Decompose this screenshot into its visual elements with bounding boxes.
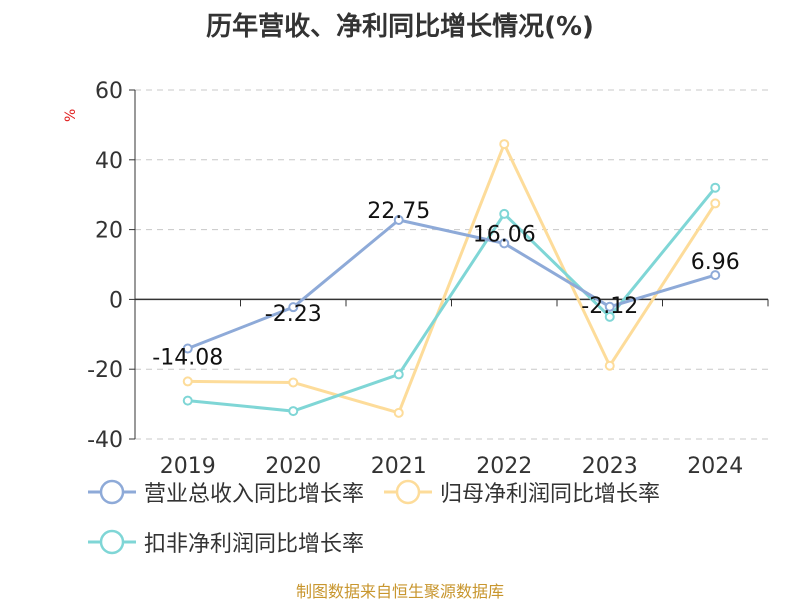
series-line — [187, 218, 716, 350]
data-point — [288, 302, 299, 313]
data-point — [604, 301, 615, 312]
data-point — [393, 407, 404, 418]
data-point — [710, 270, 721, 281]
data-label: 22.75 — [367, 199, 430, 224]
legend-marker-icon — [384, 479, 433, 505]
legend-marker-icon — [88, 529, 136, 555]
legend-label: 营业总收入同比增长率 — [144, 482, 365, 507]
series-layer — [182, 139, 721, 418]
legend-label: 归母净利润同比增长率 — [440, 482, 661, 507]
data-point — [182, 376, 193, 387]
series-line — [187, 142, 717, 415]
x-tick-label: 2024 — [687, 454, 743, 479]
legend-item[interactable]: 扣非净利润同比增长率 — [86, 524, 364, 560]
y-tick-label: 60 — [95, 79, 123, 104]
y-tick-label: 0 — [109, 288, 123, 313]
y-tick-label: -40 — [87, 428, 123, 453]
data-point — [393, 369, 404, 380]
y-tick-label: -20 — [87, 358, 123, 383]
y-tick-label: 40 — [95, 149, 123, 174]
x-tick-label: 2021 — [371, 454, 427, 479]
data-point — [393, 215, 404, 226]
x-tick-label: 2019 — [160, 454, 216, 479]
data-point — [710, 198, 721, 209]
data-point — [499, 208, 510, 219]
data-point — [182, 343, 193, 354]
axis-layer: 60 40 20 0 -20 -40 2019 2020 2021 2022 2023 2024 — [87, 79, 769, 479]
data-point — [182, 395, 193, 406]
data-point — [499, 139, 510, 150]
data-label: -2.23 — [265, 302, 322, 327]
data-point — [710, 182, 721, 193]
x-tick-label: 2022 — [476, 454, 532, 479]
data-point — [604, 360, 615, 371]
data-source-footer: 制图数据来自恒生聚源数据库 — [295, 582, 504, 601]
legend-item[interactable]: 归母净利润同比增长率 — [382, 474, 660, 510]
x-tick-label: 2020 — [265, 454, 321, 479]
legend-label: 扣非净利润同比增长率 — [144, 532, 365, 557]
grid-layer — [135, 89, 768, 440]
x-tick-label: 2023 — [582, 454, 638, 479]
legend-marker-icon — [88, 479, 136, 505]
data-label: 16.06 — [473, 222, 536, 247]
data-label: 6.96 — [691, 250, 740, 275]
data-point — [499, 238, 510, 249]
data-point — [288, 377, 299, 388]
series-line — [187, 186, 717, 413]
data-point — [604, 311, 615, 322]
data-label: -14.08 — [152, 346, 223, 371]
data-label-layer: -14.08 -2.23 22.75 16.06 -2.12 6.96 — [152, 199, 739, 371]
data-label: -2.12 — [581, 294, 638, 319]
chart-title: 历年营收、净利同比增长情况(%) — [206, 12, 594, 42]
legend-item[interactable]: 营业总收入同比增长率 — [86, 474, 364, 510]
data-point — [288, 406, 299, 417]
y-tick-label: 20 — [95, 219, 123, 244]
legend: 营业总收入同比增长率 归母净利润同比增长率扣非净利润同比增长率 — [86, 474, 786, 574]
